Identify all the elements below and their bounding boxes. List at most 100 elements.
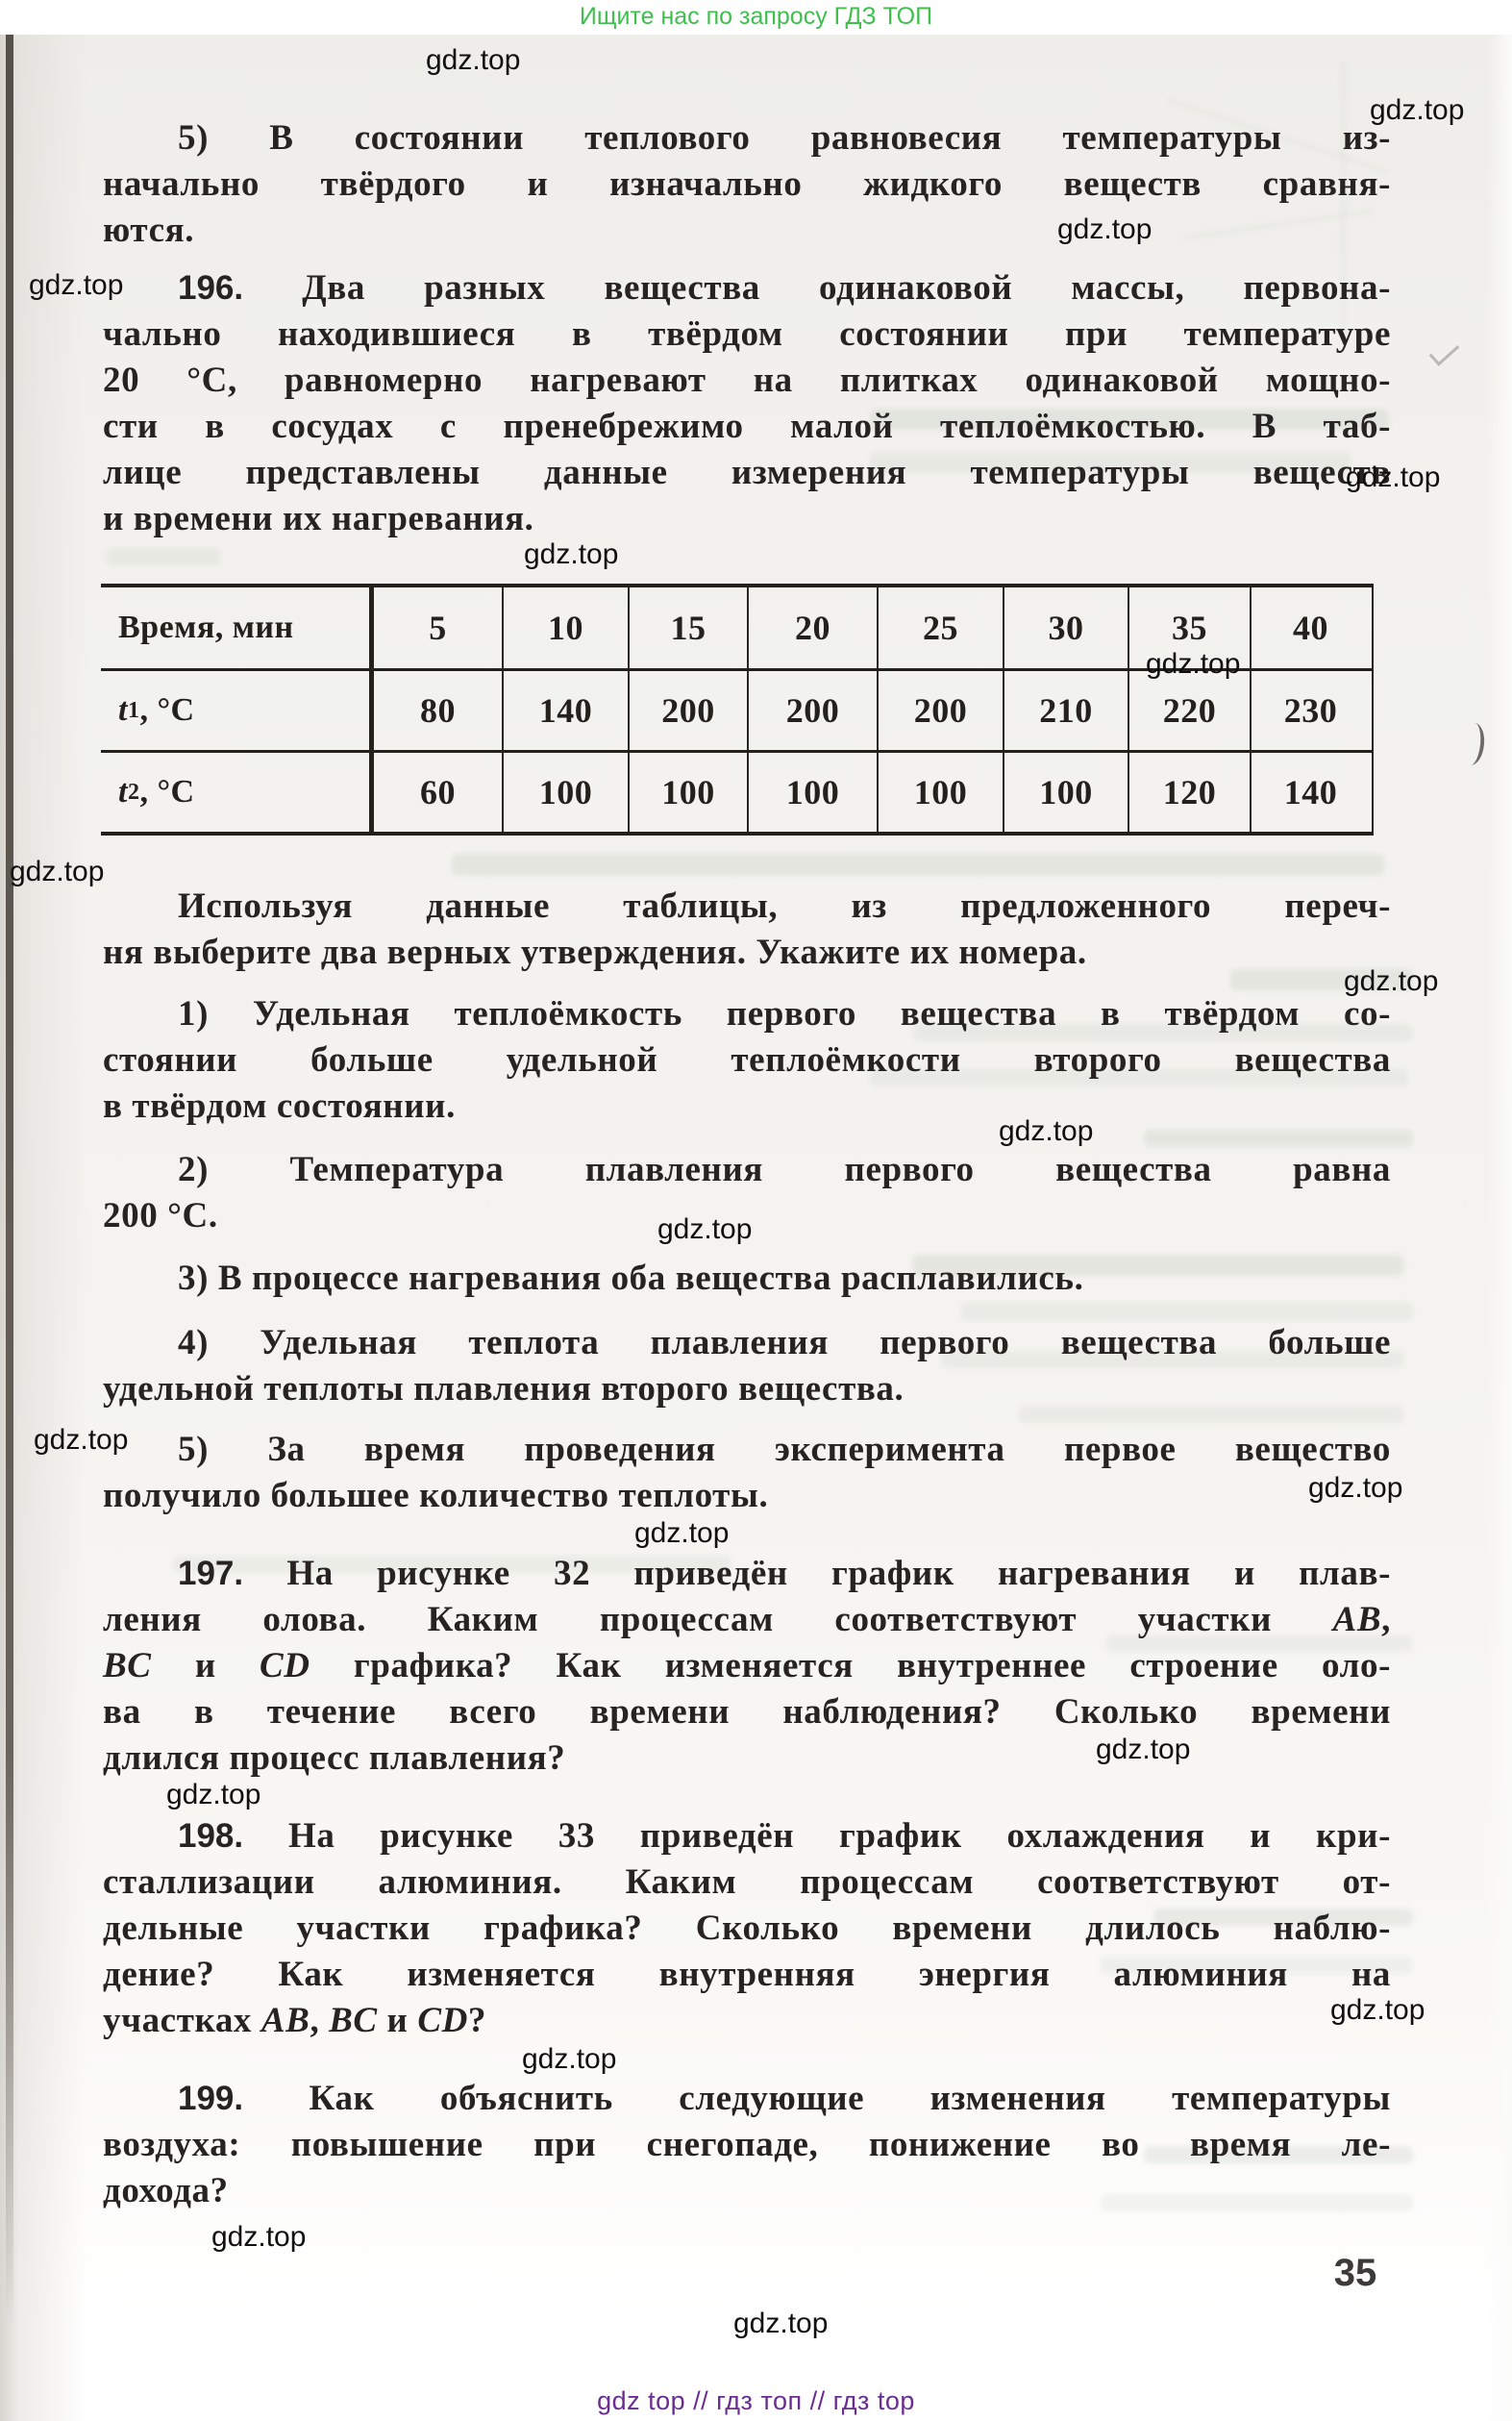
text-line: участках AB, BC и CD? xyxy=(103,2001,487,2040)
text-line: дохода? xyxy=(103,2171,229,2210)
answer-option-3: 3) В процессе нагревания оба вещества ра… xyxy=(103,1256,1391,1302)
table-cell: 230 xyxy=(1283,691,1338,730)
bleed-through-artifact xyxy=(173,1556,731,1573)
table-cell: 100 xyxy=(504,753,630,832)
text-line: чально находившиеся в твёрдом состоянии … xyxy=(103,314,1391,354)
bleed-through-artifact xyxy=(1019,1406,1403,1423)
text-line: ления олова. Каким процессам соответству… xyxy=(103,1600,1391,1639)
bleed-through-artifact xyxy=(1101,2194,1413,2211)
table-cell: 220 xyxy=(1129,671,1252,750)
table-cell: 100 xyxy=(630,753,749,832)
book-gutter-edge xyxy=(6,35,13,2326)
bleed-through-artifact xyxy=(1153,1909,1413,1926)
bleed-through-artifact xyxy=(1144,1130,1413,1147)
text-line: удельной теплоты плавления второго вещес… xyxy=(103,1369,905,1409)
watermark-text: gdz.top xyxy=(211,2221,307,2253)
table-cell: 100 xyxy=(1004,753,1129,832)
table-cell: 5 xyxy=(374,587,504,668)
book-page-scan xyxy=(0,35,1512,2421)
page-left-shadow xyxy=(0,35,87,2421)
table-instruction-text: Используя данные таблицы, из предложенно… xyxy=(103,884,1391,976)
table-cell: 200 xyxy=(749,671,879,750)
watermark-text: gdz.top xyxy=(10,856,105,887)
text-line: 5) За время проведения эксперимента перв… xyxy=(178,1430,1391,1469)
bleed-through-artifact xyxy=(870,409,1389,430)
text-line: 198. На рисунке 33 приведён график охлаж… xyxy=(178,1816,1391,1856)
watermark-text: gdz.top xyxy=(1096,1734,1191,1765)
text-line: 197. На рисунке 32 приведён график нагре… xyxy=(178,1554,1391,1593)
bleed-through-artifact xyxy=(961,1303,1413,1320)
table-header-row: Время, мин 5 10 15 20 25 30 35 40 xyxy=(101,587,1372,668)
table-cell: 200 xyxy=(879,671,1004,750)
answer-option-4: 4) Удельная теплота плавления первого ве… xyxy=(103,1320,1391,1412)
table-cell: 30 xyxy=(1004,587,1129,668)
text-line: сталлизации алюминия. Каким процессам со… xyxy=(103,1862,1391,1902)
text-line: 196. Два разных вещества одинаковой масс… xyxy=(178,268,1391,308)
table-cell: 80 xyxy=(374,671,504,750)
table-cell: 40 xyxy=(1293,609,1328,647)
watermark-text: gdz.top xyxy=(522,2043,617,2075)
watermark-text: gdz.top xyxy=(999,1115,1094,1147)
bleed-through-artifact xyxy=(1144,2146,1413,2163)
table-cell: 200 xyxy=(630,671,749,750)
table-cell: 15 xyxy=(630,587,749,668)
bleed-through-artifact xyxy=(870,452,1351,473)
site-footer-links: gdz top // гдз топ // гдз top xyxy=(597,2386,915,2415)
bleed-through-artifact xyxy=(913,1255,1403,1276)
text-line: сти в сосудах с пренебрежимо малой тепло… xyxy=(103,407,1391,446)
watermark-text: gdz.top xyxy=(34,1424,129,1456)
watermark-text: gdz.top xyxy=(1330,1994,1425,2026)
watermark-text: gdz.top xyxy=(1346,462,1441,493)
text-line: дение? Как изменяется внутренняя энергия… xyxy=(103,1955,1391,1994)
text-line: в твёрдом состоянии. xyxy=(103,1086,456,1126)
watermark-text: gdz.top xyxy=(733,2308,829,2339)
watermark-text: gdz.top xyxy=(657,1213,753,1245)
bleed-through-artifact xyxy=(913,1024,1413,1041)
table-cell: 140 xyxy=(1283,773,1338,811)
table-cell: 100 xyxy=(749,753,879,832)
page-right-edge xyxy=(1487,35,1512,2421)
table-cell: 35 xyxy=(1129,587,1252,668)
bleed-through-artifact xyxy=(1230,969,1413,990)
text-line: 20 °С, равномерно нагревают на плитках о… xyxy=(103,361,1391,400)
table-cell: 120 xyxy=(1129,753,1252,832)
watermark-text: gdz.top xyxy=(166,1779,261,1810)
text-line: длился процесс плавления? xyxy=(103,1738,566,1778)
text-line: дельные участки графика? Сколько времени… xyxy=(103,1909,1391,1948)
watermark-text: gdz.top xyxy=(1370,94,1465,126)
text-line: Используя данные таблицы, из предложенно… xyxy=(178,886,1391,926)
text-line: ва в течение всего времени наблюдения? С… xyxy=(103,1692,1391,1732)
text-line: стоянии больше удельной теплоёмкости вто… xyxy=(103,1040,1391,1080)
watermark-text: gdz.top xyxy=(29,269,124,301)
table-cell: 140 xyxy=(504,671,630,750)
text-line: 4) Удельная теплота плавления первого ве… xyxy=(178,1323,1391,1362)
text-line: BC и CD графика? Как изменяется внутренн… xyxy=(103,1646,1391,1685)
table-cell: 20 xyxy=(749,587,879,668)
text-line: 199. Как объяснить следующие изменения т… xyxy=(178,2079,1391,2118)
text-line: воздуха: повышение при снегопаде, пониже… xyxy=(103,2125,1391,2164)
watermark-text: gdz.top xyxy=(1146,648,1241,680)
table-cell: 10 xyxy=(504,587,630,668)
page-number: 35 xyxy=(1333,2252,1377,2294)
watermark-text: gdz.top xyxy=(1057,213,1153,245)
problem-198-text: 198. На рисунке 33 приведён график охлаж… xyxy=(103,1813,1391,2044)
watermark-text: gdz.top xyxy=(634,1517,730,1549)
bleed-through-artifact xyxy=(942,1351,1403,1368)
bleed-through-artifact xyxy=(106,548,221,565)
bleed-through-artifact xyxy=(1105,1635,1413,1652)
watermark-text: gdz.top xyxy=(1308,1472,1403,1504)
text-line: 3) В процессе нагревания оба вещества ра… xyxy=(178,1259,1084,1298)
text-line: 5) В состоянии теплового равновесия темп… xyxy=(178,118,1391,158)
text-line: 1) Удельная теплоёмкость первого веществ… xyxy=(178,994,1391,1034)
text-line: ются. xyxy=(103,211,195,250)
text-line: ня выберите два верных утверждения. Укаж… xyxy=(103,933,1087,972)
table-header-label: Время, мин xyxy=(101,587,374,668)
watermark-text: gdz.top xyxy=(426,44,521,76)
answer-option-1: 1) Удельная теплоёмкость первого веществ… xyxy=(103,991,1391,1130)
bleed-through-artifact xyxy=(452,854,1384,875)
table-cell: 210 xyxy=(1004,671,1129,750)
